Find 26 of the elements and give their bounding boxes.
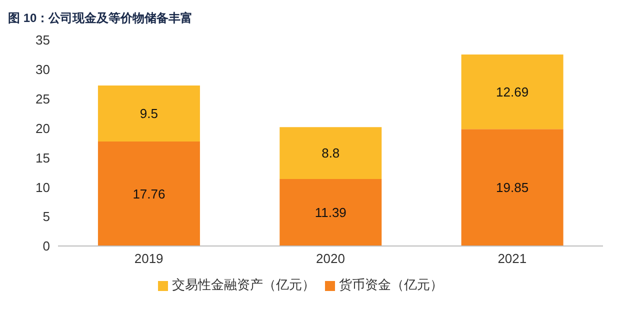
data-label: 17.76 xyxy=(132,186,166,202)
y-tick-label: 0 xyxy=(42,238,50,254)
data-label: 19.85 xyxy=(496,180,529,196)
data-label: 11.39 xyxy=(314,205,346,220)
bar xyxy=(461,129,564,246)
bar xyxy=(98,141,200,246)
data-label: 12.69 xyxy=(496,84,529,100)
y-tick-label: 30 xyxy=(36,62,50,78)
x-tick-label: 2019 xyxy=(134,251,164,266)
bar xyxy=(280,127,382,179)
legend-label: 交易性金融资产（亿元） xyxy=(172,277,315,292)
y-tick-label: 10 xyxy=(36,180,50,195)
x-tick-label: 2021 xyxy=(498,251,527,266)
legend-label: 货币资金（亿元） xyxy=(339,277,443,292)
data-label: 8.8 xyxy=(322,146,340,161)
y-tick-label: 25 xyxy=(36,91,50,106)
bar xyxy=(98,86,200,142)
bar xyxy=(461,54,564,130)
x-tick-label: 2020 xyxy=(316,251,345,266)
data-label: 9.5 xyxy=(140,106,158,122)
y-tick-label: 5 xyxy=(42,209,50,224)
y-tick-label: 20 xyxy=(36,120,50,136)
y-tick-label: 15 xyxy=(36,150,50,166)
bar xyxy=(280,178,382,246)
chart-title: 图 10：公司现金及等价物储备丰富 xyxy=(8,10,194,27)
y-tick-label: 35 xyxy=(36,32,50,48)
